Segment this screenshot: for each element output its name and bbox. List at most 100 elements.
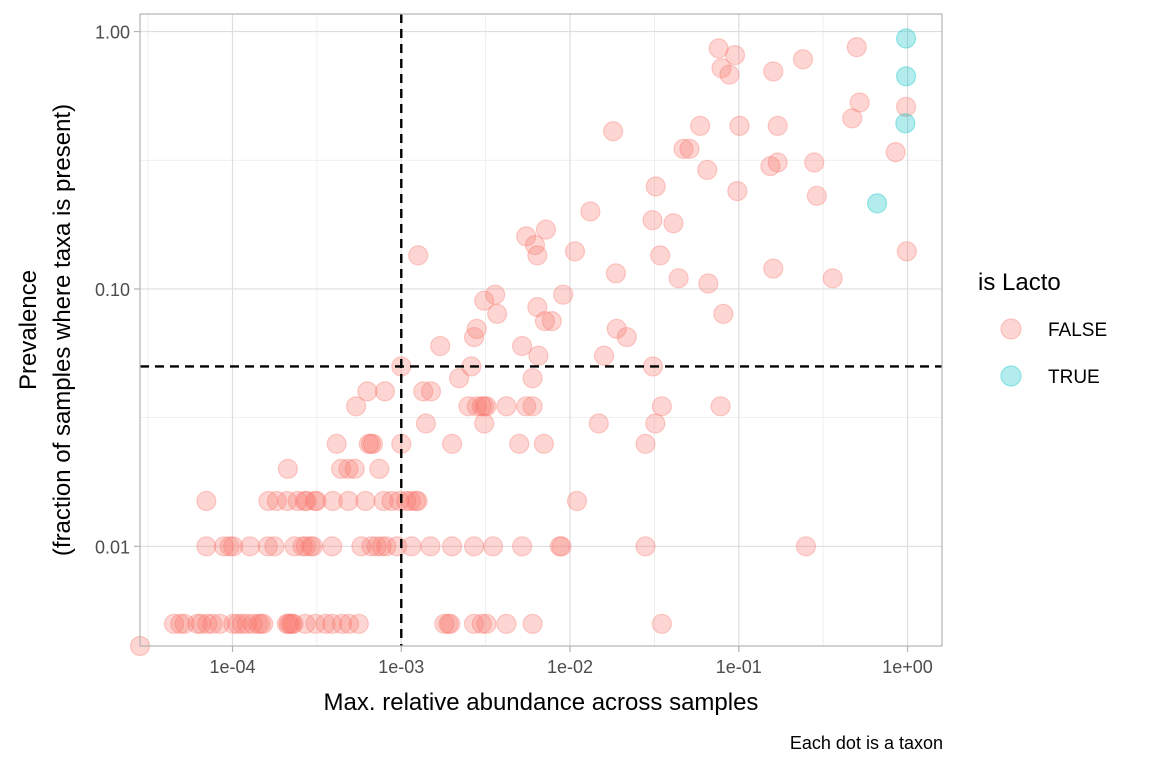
scatter-point-false: [302, 536, 324, 557]
scatter-point-false: [209, 613, 230, 634]
plot-border: [139, 13, 943, 647]
scatter-point-false: [373, 490, 394, 512]
reference-lines: [140, 14, 942, 646]
scatter-point-false: [593, 345, 615, 366]
scatter-point-false: [603, 121, 624, 142]
scatter-point-false: [795, 536, 817, 557]
scatter-point-false: [344, 458, 365, 479]
scatter-point-false: [401, 536, 422, 557]
scatter-point-false: [512, 536, 533, 557]
x-tick-label: 1e-04: [209, 657, 255, 677]
scatter-point-false: [527, 297, 548, 318]
scatter-point-false: [487, 303, 508, 324]
scatter-point-false: [441, 536, 463, 557]
scatter-point-false: [292, 536, 313, 557]
scatter-point-false: [842, 108, 863, 129]
scatter-point-false: [476, 396, 497, 417]
x-axis-title: Max. relative abundance across samples: [324, 689, 759, 716]
scatter-point-false: [724, 45, 746, 66]
y-tick-label: 1.00: [95, 23, 130, 43]
scatter-point-false: [250, 613, 271, 634]
scatter-point-false: [407, 490, 428, 512]
scatter-point-false: [522, 368, 543, 389]
scatter-point-false: [534, 311, 556, 332]
scatter-point-false: [792, 49, 814, 70]
scatter-point-false: [527, 245, 548, 266]
scatter-point-false: [524, 235, 546, 256]
scatter-point-false: [463, 326, 485, 348]
scatter-point-false: [326, 433, 347, 455]
scatter-point-false: [551, 536, 572, 557]
scatter-point-false: [463, 613, 485, 634]
scatter-point-false: [276, 613, 297, 634]
scatter-point-false: [668, 268, 689, 289]
scatter-point-false: [331, 458, 352, 479]
scatter-point-false: [304, 490, 326, 512]
scatter-point-false: [711, 58, 732, 79]
scatter-point-false: [466, 318, 487, 339]
scatter-point-false: [338, 613, 360, 634]
scatter-point-false: [338, 458, 359, 479]
y-axis-title-line2: (fraction of samples where taxa is prese…: [49, 104, 76, 556]
minor-grid: [140, 14, 942, 646]
scatter-point-false: [281, 613, 303, 634]
scatter-point-false: [366, 536, 387, 557]
scatter-point-false: [763, 61, 784, 82]
scatter-point-false: [236, 613, 258, 634]
scatter-point-false: [196, 490, 217, 512]
scatter-point-false: [605, 263, 627, 284]
scatter-point-false: [187, 613, 208, 634]
scatter-point-false: [300, 536, 321, 557]
scatter-point-false: [361, 536, 382, 557]
points-layer: [129, 28, 917, 657]
scatter-point-false: [315, 613, 336, 634]
scatter-point-false: [440, 613, 461, 634]
scatter-point-false: [346, 396, 367, 417]
scatter-point-false: [474, 413, 495, 434]
scatter-point-false: [719, 64, 740, 85]
scatter-point-false: [280, 613, 301, 634]
scatter-point-false: [338, 490, 359, 512]
scatter-point-false: [405, 490, 426, 512]
scatter-point-false: [355, 490, 376, 512]
scatter-point-false: [533, 433, 554, 455]
scatter-point-false: [564, 241, 586, 262]
scatter-point-false: [580, 201, 601, 222]
scatter-point-false: [463, 536, 485, 557]
scatter-point-false: [415, 413, 437, 434]
scatter-point-false: [430, 335, 451, 357]
scatter-point-false: [727, 180, 748, 202]
scatter-point-false: [541, 311, 562, 332]
scatter-point-false: [710, 396, 731, 417]
scatter-point-false: [697, 159, 718, 181]
scatter-point-false: [849, 92, 870, 113]
y-axis-ticks: 0.01 0.10 1.00: [95, 23, 140, 557]
scatter-point-false: [322, 536, 343, 557]
scatter-point-false: [360, 433, 382, 455]
scatter-point-true: [895, 113, 916, 134]
scatter-point-false: [522, 396, 543, 417]
scatter-point-false: [588, 413, 609, 434]
scatter-point-false: [496, 396, 517, 417]
scatter-point-false: [806, 185, 827, 206]
scatter-point-false: [277, 458, 299, 479]
scatter-point-false: [528, 345, 549, 366]
scatter-point-false: [239, 536, 261, 557]
scatter-point-false: [645, 176, 666, 197]
scatter-point-false: [174, 613, 195, 634]
chart-caption: Each dot is a taxon: [790, 733, 943, 753]
scatter-point-false: [441, 433, 463, 455]
scatter-point-false: [322, 613, 343, 634]
scatter-point-false: [896, 241, 917, 262]
scatter-point-false: [822, 268, 843, 289]
scatter-point-false: [389, 490, 410, 512]
legend-title: is Lacto: [978, 269, 1061, 296]
scatter-point-false: [258, 490, 279, 512]
scatter-point-false: [471, 613, 492, 634]
scatter-point-false: [516, 396, 537, 417]
scatter-point-false: [642, 210, 663, 231]
scatter-point-false: [296, 490, 317, 512]
scatter-point-false: [295, 613, 316, 634]
scatter-point-false: [663, 213, 684, 234]
